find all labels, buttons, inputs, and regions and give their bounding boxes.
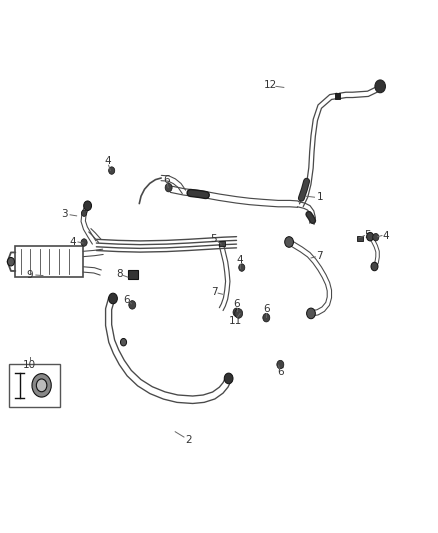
Text: 5: 5 bbox=[364, 230, 371, 239]
Text: 6: 6 bbox=[163, 175, 170, 185]
Circle shape bbox=[224, 373, 233, 384]
Bar bbox=[357, 236, 363, 241]
Text: 12: 12 bbox=[264, 80, 277, 90]
Text: 7: 7 bbox=[211, 287, 218, 297]
Text: 10: 10 bbox=[23, 360, 36, 369]
Text: 4: 4 bbox=[237, 255, 244, 265]
Text: 3: 3 bbox=[61, 209, 68, 219]
Circle shape bbox=[109, 167, 115, 174]
Circle shape bbox=[373, 233, 379, 241]
Circle shape bbox=[109, 293, 117, 304]
Circle shape bbox=[235, 309, 243, 318]
Circle shape bbox=[233, 308, 240, 317]
Circle shape bbox=[81, 210, 87, 216]
Bar bbox=[219, 241, 225, 246]
Text: 5: 5 bbox=[210, 234, 217, 244]
Circle shape bbox=[367, 232, 374, 241]
Circle shape bbox=[263, 313, 270, 322]
Text: 6: 6 bbox=[233, 299, 240, 309]
Bar bbox=[335, 93, 340, 99]
Circle shape bbox=[32, 374, 51, 397]
Circle shape bbox=[165, 183, 172, 192]
Text: 6: 6 bbox=[263, 304, 270, 314]
Circle shape bbox=[81, 239, 87, 246]
Text: 6: 6 bbox=[123, 295, 130, 304]
Bar bbox=[128, 270, 138, 279]
Circle shape bbox=[307, 308, 315, 319]
Text: 11: 11 bbox=[229, 316, 242, 326]
Circle shape bbox=[84, 201, 92, 211]
Bar bbox=[9, 364, 60, 407]
Text: 4: 4 bbox=[104, 156, 111, 166]
Text: 9: 9 bbox=[26, 270, 33, 280]
Bar bbox=[15, 246, 83, 277]
Text: 4: 4 bbox=[382, 231, 389, 240]
Text: 8: 8 bbox=[116, 270, 123, 279]
Circle shape bbox=[7, 257, 14, 266]
Text: 2: 2 bbox=[185, 435, 192, 445]
Circle shape bbox=[129, 301, 136, 309]
Circle shape bbox=[285, 237, 293, 247]
Text: 6: 6 bbox=[277, 367, 284, 377]
Circle shape bbox=[277, 360, 284, 369]
Circle shape bbox=[36, 379, 47, 392]
Circle shape bbox=[375, 80, 385, 93]
Text: 7: 7 bbox=[316, 251, 323, 261]
Circle shape bbox=[120, 338, 127, 346]
Text: 4: 4 bbox=[69, 237, 76, 247]
Circle shape bbox=[371, 262, 378, 271]
Circle shape bbox=[239, 264, 245, 271]
Text: 1: 1 bbox=[316, 192, 323, 202]
